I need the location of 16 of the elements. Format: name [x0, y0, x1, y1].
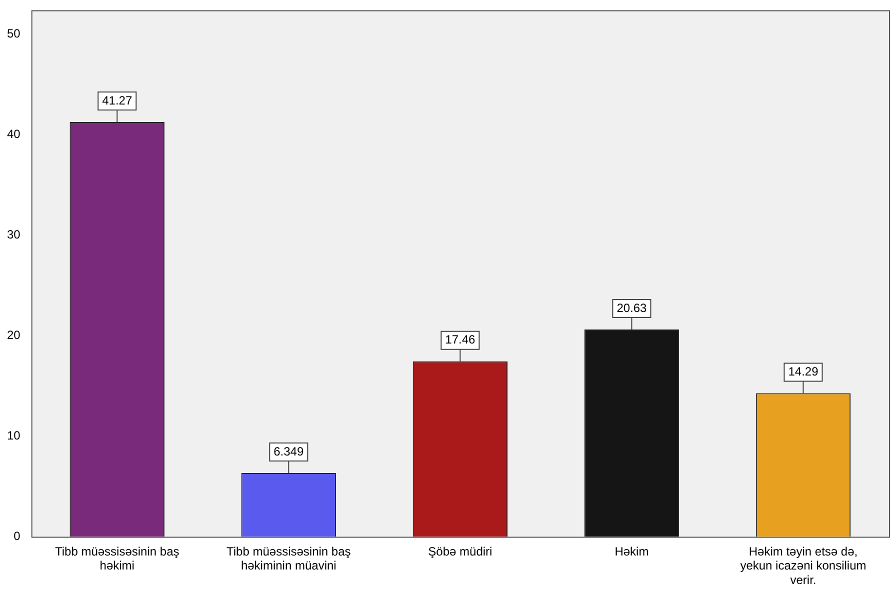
data-label: 17.46 [445, 332, 476, 347]
y-tick-label: 0 [14, 529, 21, 544]
y-tick-label: 20 [6, 328, 21, 342]
data-label: 41.27 [102, 93, 132, 108]
y-tick-label: 30 [6, 228, 21, 242]
y-tick-label: 10 [6, 428, 21, 443]
data-label: 6.349 [274, 444, 304, 458]
x-tick-label: Tibb müəssisəsinin baş həkimi [54, 544, 180, 573]
x-tick-label: Həkim [614, 544, 649, 558]
x-tick-label: Şöbə müdiri [428, 544, 492, 558]
y-tick-label: 50 [6, 26, 21, 41]
x-tick-label: Həkim təyin etsə də, yekun icazəni konsilium verir. [740, 544, 866, 588]
y-tick-label: 40 [6, 127, 21, 142]
x-tick-label: Tibb müəssisəsinin baş həkiminin müavini [226, 544, 351, 573]
data-label: 14.29 [788, 364, 819, 379]
data-label: 20.63 [616, 300, 648, 315]
